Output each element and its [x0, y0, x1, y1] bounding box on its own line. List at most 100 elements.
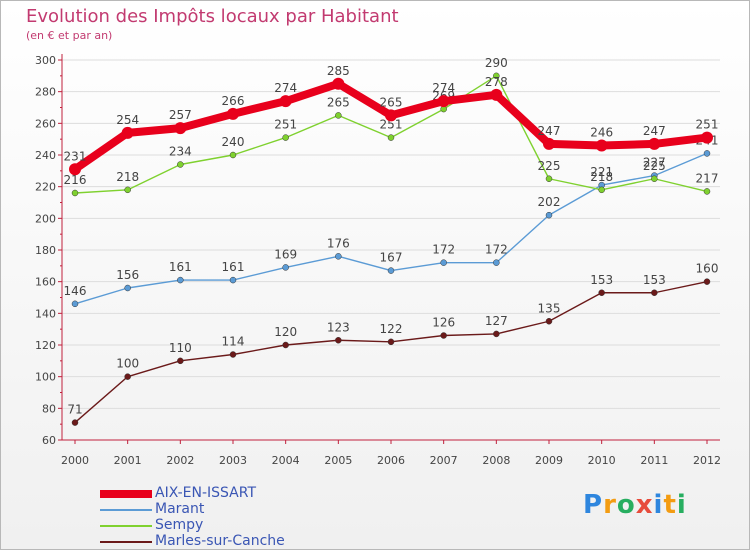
x-tick-label: 2011 — [640, 454, 668, 467]
legend-item-marles-sur-canche: Marles-sur-Canche — [100, 533, 400, 550]
legend-swatch-marles-sur-canche — [100, 541, 152, 543]
data-label-sempy: 225 — [643, 159, 666, 173]
legend-swatch-marant — [100, 509, 152, 511]
data-label-sempy: 218 — [590, 170, 613, 184]
y-tick-label: 240 — [35, 149, 56, 162]
logo-letter: P — [583, 490, 604, 520]
data-label-aix-en-issart: 247 — [538, 124, 561, 138]
data-label-marant: 169 — [274, 247, 297, 261]
y-tick-label: 200 — [35, 212, 56, 225]
legend-label: Marant — [155, 501, 205, 517]
data-point-sempy — [387, 134, 395, 141]
data-label-sempy: 251 — [380, 118, 403, 132]
data-label-marant: 221 — [590, 165, 613, 179]
data-point-marles-sur-canche — [493, 330, 500, 338]
data-label-marles-sur-canche: 135 — [538, 301, 561, 315]
data-label-marant: 176 — [327, 236, 350, 250]
data-point-marant — [493, 259, 500, 266]
legend-item-marant: Marant — [100, 501, 400, 518]
data-point-sempy — [71, 189, 79, 197]
data-point-marant — [124, 284, 131, 292]
data-point-marles-sur-canche — [440, 332, 447, 339]
data-label-marles-sur-canche: 100 — [116, 357, 139, 371]
data-point-marant — [229, 276, 237, 284]
legend-label: Marles-sur-Canche — [155, 533, 285, 549]
data-point-marant — [335, 253, 342, 260]
data-label-marant: 172 — [485, 243, 508, 257]
data-point-aix-en-issart — [595, 139, 608, 152]
data-label-marant: 167 — [380, 251, 403, 265]
y-tick-label: 120 — [35, 339, 56, 352]
data-label-aix-en-issart: 254 — [116, 113, 139, 127]
data-point-sempy — [493, 72, 500, 80]
data-point-sempy — [598, 186, 605, 194]
data-label-aix-en-issart: 257 — [169, 108, 192, 122]
logo-letter: x — [635, 490, 654, 520]
data-point-marles-sur-canche — [124, 373, 131, 380]
x-tick-label: 2001 — [114, 454, 142, 467]
data-point-sempy — [229, 151, 237, 159]
data-point-marles-sur-canche — [335, 337, 342, 344]
data-label-marles-sur-canche: 114 — [222, 335, 245, 349]
data-point-aix-en-issart — [543, 137, 555, 150]
data-point-marant — [387, 267, 395, 274]
legend: AIX-EN-ISSART Marant Sempy Marles-sur-Ca… — [100, 485, 400, 550]
data-point-marles-sur-canche — [71, 419, 79, 426]
y-tick-label: 140 — [35, 307, 56, 320]
x-tick-label: 2012 — [693, 454, 721, 467]
data-label-marles-sur-canche: 120 — [274, 325, 297, 339]
data-point-marant — [282, 264, 289, 271]
data-label-sempy: 234 — [169, 145, 192, 159]
logo-letter: o — [616, 490, 636, 520]
data-label-marles-sur-canche: 127 — [485, 314, 508, 328]
data-point-marant — [545, 211, 553, 219]
data-point-marant — [440, 259, 447, 266]
data-point-sempy — [651, 175, 658, 182]
data-label-marles-sur-canche: 123 — [327, 320, 350, 334]
x-tick-label: 2003 — [219, 454, 247, 467]
data-point-aix-en-issart — [174, 122, 187, 135]
data-label-sempy: 217 — [696, 171, 719, 185]
data-point-aix-en-issart — [121, 126, 134, 139]
x-tick-label: 2007 — [430, 454, 458, 467]
data-label-marles-sur-canche: 71 — [67, 403, 82, 417]
data-label-marles-sur-canche: 160 — [696, 262, 719, 276]
data-label-marles-sur-canche: 122 — [380, 322, 403, 336]
chart-title: Evolution des Impôts locaux par Habitant — [26, 6, 399, 27]
logo-letter: i — [653, 490, 664, 520]
data-label-aix-en-issart: 274 — [432, 81, 455, 95]
data-point-marles-sur-canche — [598, 289, 605, 296]
x-tick-label: 2010 — [588, 454, 616, 467]
data-label-marant: 202 — [538, 195, 561, 209]
data-label-aix-en-issart: 274 — [274, 81, 297, 95]
data-label-sempy: 218 — [116, 170, 139, 184]
data-point-aix-en-issart — [490, 88, 503, 101]
data-label-marant: 172 — [432, 243, 455, 257]
data-point-marles-sur-canche — [703, 278, 711, 285]
data-label-aix-en-issart: 247 — [643, 124, 666, 138]
data-point-sempy — [282, 134, 289, 141]
data-point-marant — [703, 150, 711, 157]
data-label-marant: 227 — [643, 156, 666, 170]
logo-letter: i — [676, 490, 687, 520]
data-label-sempy: 265 — [327, 95, 350, 109]
data-point-sempy — [335, 112, 342, 119]
y-tick-label: 160 — [35, 276, 56, 289]
y-tick-label: 280 — [35, 86, 56, 99]
logo-letter: r — [603, 490, 617, 520]
chart-subtitle: (en € et par an) — [26, 29, 113, 42]
data-label-sempy: 290 — [485, 56, 508, 70]
data-point-aix-en-issart — [437, 95, 450, 108]
data-label-sempy: 225 — [538, 159, 561, 173]
proxiti-logo: Proxiti — [583, 490, 687, 520]
data-label-marles-sur-canche: 153 — [590, 273, 613, 287]
data-label-marant: 161 — [169, 260, 192, 274]
data-point-aix-en-issart — [648, 137, 661, 150]
data-label-marant: 161 — [222, 260, 245, 274]
data-point-sempy — [545, 175, 553, 182]
data-label-aix-en-issart: 285 — [327, 64, 350, 78]
data-label-marant: 146 — [64, 284, 87, 298]
data-label-marant: 156 — [116, 268, 139, 282]
data-point-aix-en-issart — [69, 163, 81, 176]
